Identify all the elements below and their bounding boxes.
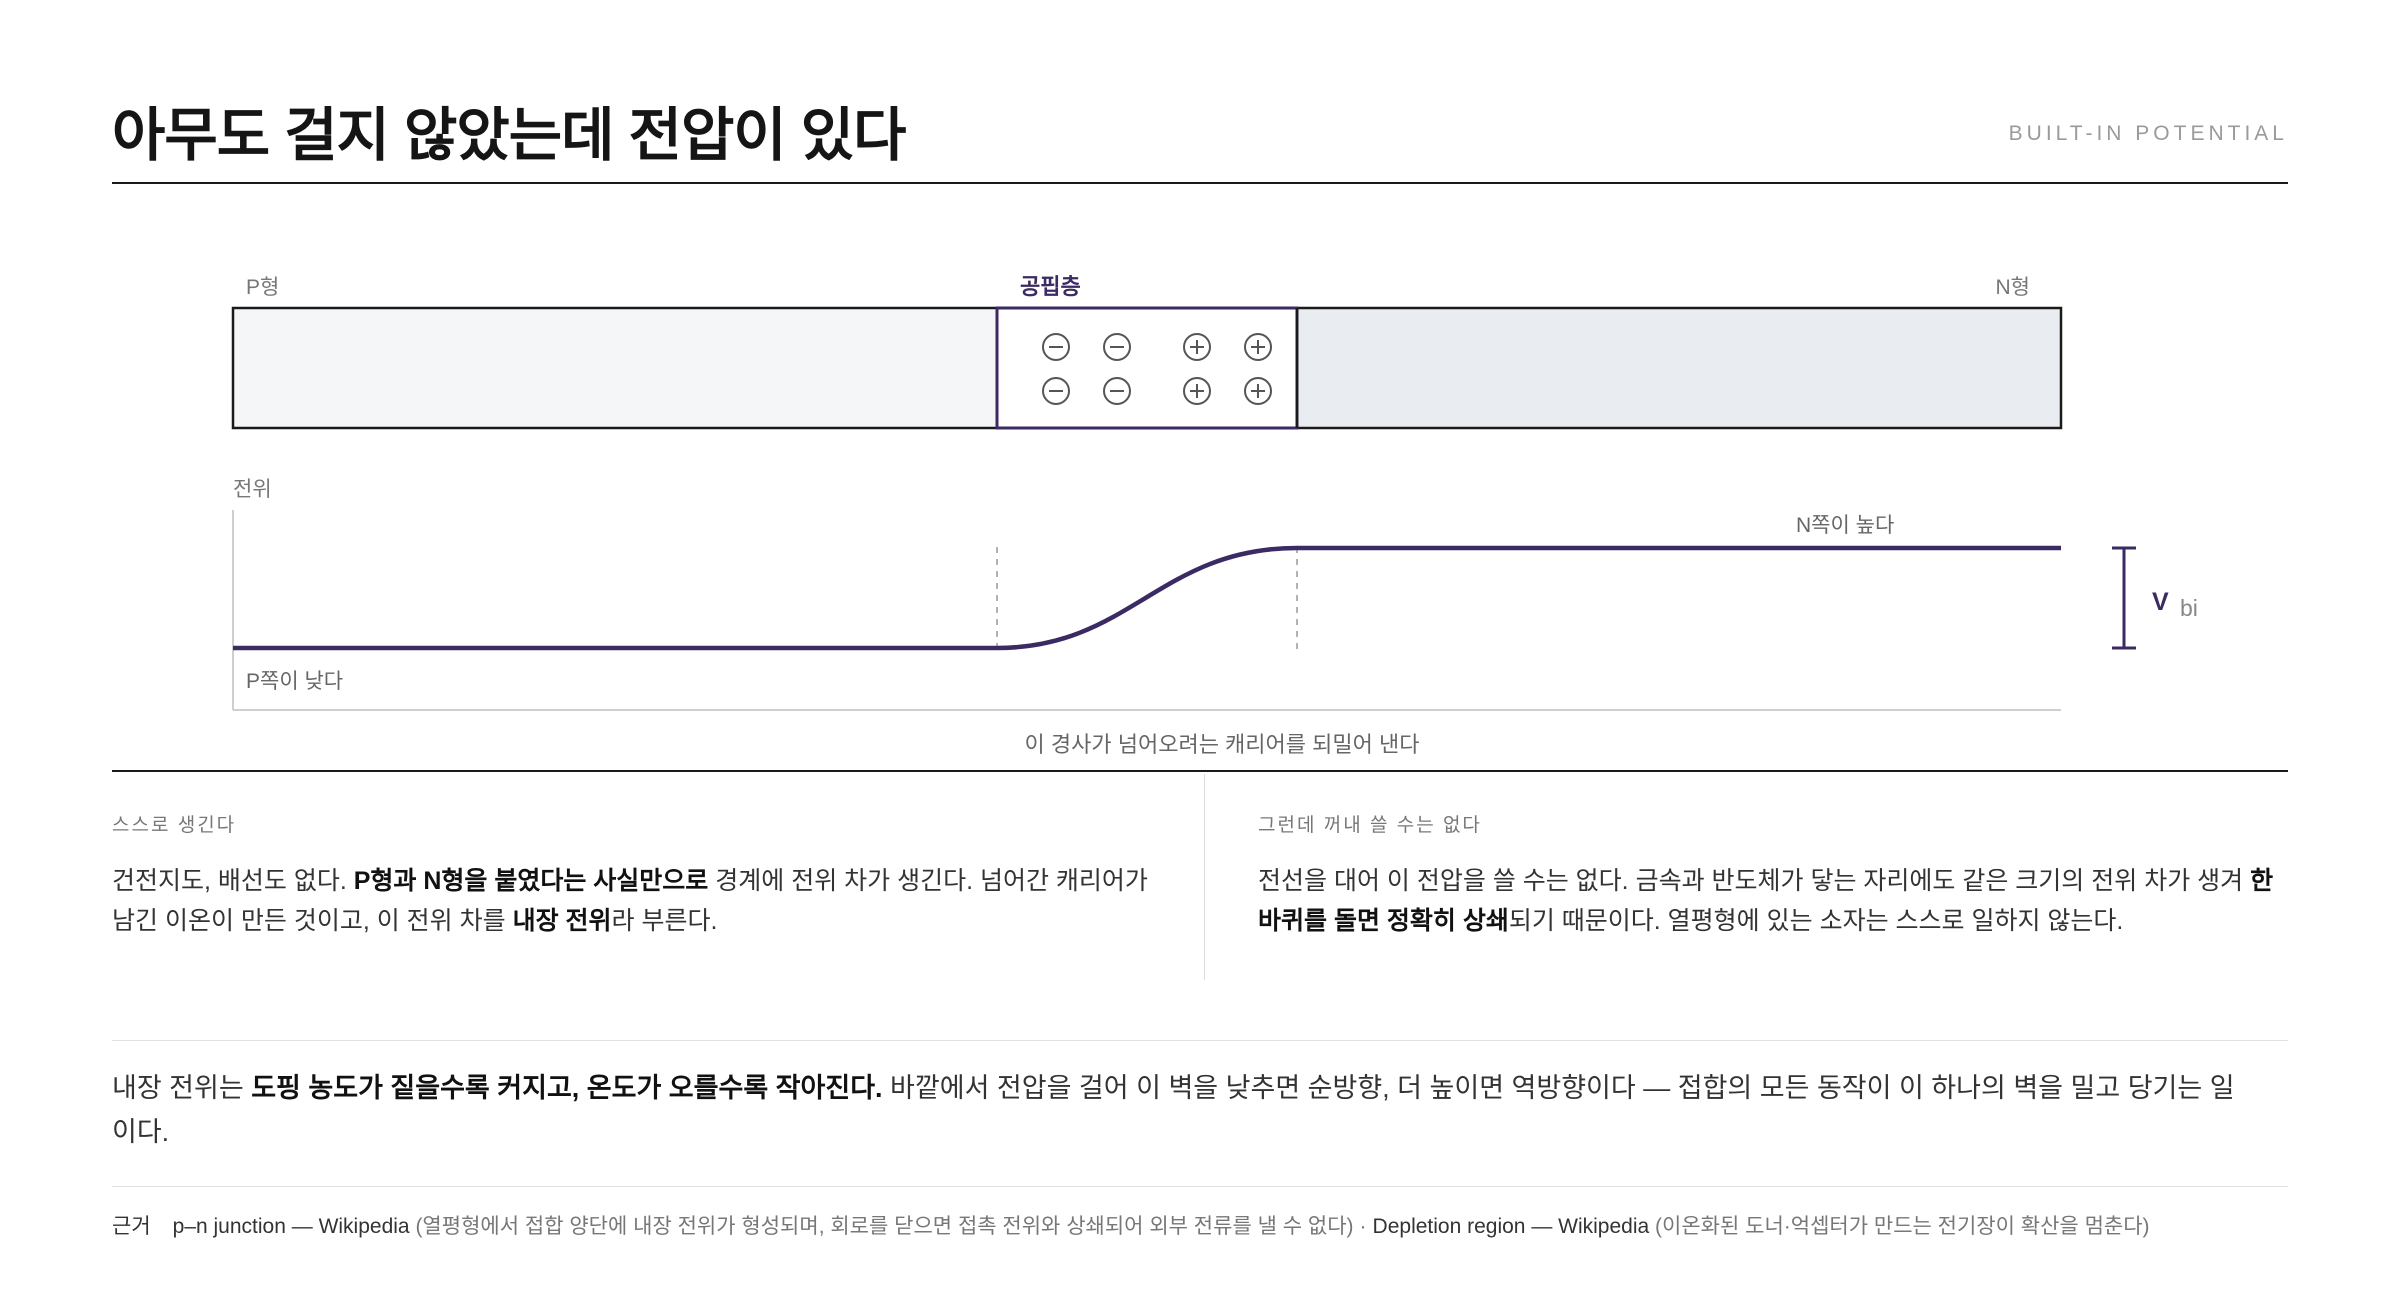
source-separator: · bbox=[1359, 1215, 1367, 1238]
positive-ion bbox=[1244, 333, 1272, 361]
summary-divider bbox=[112, 1040, 2288, 1041]
source-link-pn-junction[interactable]: p–n junction — Wikipedia bbox=[172, 1215, 410, 1238]
left-column: 스스로 생긴다 건전지도, 배선도 없다. P형과 N형을 붙였다는 사실만으로… bbox=[112, 810, 1172, 941]
vbi-bracket bbox=[2112, 546, 2136, 650]
page-title: 아무도 걸지 않았는데 전압이 있다 bbox=[112, 103, 906, 168]
left-text-2: 경계에 전위 차가 생긴다. 넘어간 캐리어가 남긴 이온이 만든 것이고, 이… bbox=[112, 867, 1148, 935]
potential-curve bbox=[233, 545, 2061, 651]
section-divider bbox=[112, 770, 2288, 772]
p-region-label: P형 bbox=[246, 276, 279, 299]
page-eyebrow: BUILT-IN POTENTIAL bbox=[2008, 122, 2288, 145]
column-separator bbox=[1204, 774, 1205, 980]
right-text-2: 되기 때문이다. 열평형에 있는 소자는 스스로 일하지 않는다. bbox=[1508, 907, 2124, 935]
sources-label: 근거 bbox=[112, 1215, 151, 1238]
positive-ion bbox=[1244, 377, 1272, 405]
low-side-label: P쪽이 낮다 bbox=[246, 670, 343, 693]
junction-diagram: P형 공핍층 N형 전위 N쪽이 높다 P쪽이 낮다 V bi 이 경사가 넘어… bbox=[231, 274, 2198, 757]
right-text-1: 전선을 대어 이 전압을 쓸 수는 없다. 금속과 반도체가 닿는 자리에도 같… bbox=[1258, 867, 2251, 895]
source-note-2: (이온화된 도너·억셉터가 만드는 전기장이 확산을 멈춘다) bbox=[1649, 1215, 2150, 1238]
page-header: 아무도 걸지 않았는데 전압이 있다 BUILT-IN POTENTIAL bbox=[112, 82, 2288, 184]
depletion-label: 공핍층 bbox=[1020, 274, 1081, 299]
summary-emphasis: 도핑 농도가 짙을수록 커지고, 온도가 오를수록 작아진다. bbox=[251, 1073, 883, 1103]
high-side-label: N쪽이 높다 bbox=[1796, 514, 1894, 537]
positive-ion bbox=[1183, 377, 1211, 405]
negative-ion bbox=[1103, 377, 1131, 405]
right-column: 그런데 꺼내 쓸 수는 없다 전선을 대어 이 전압을 쓸 수는 없다. 금속과… bbox=[1258, 810, 2288, 941]
potential-axis-label: 전위 bbox=[233, 478, 272, 501]
left-text-3: 라 부른다. bbox=[611, 907, 718, 935]
positive-ion bbox=[1183, 333, 1211, 361]
sources: 근거 p–n junction — Wikipedia (열평형에서 접합 양단에… bbox=[112, 1210, 2288, 1240]
negative-ion bbox=[1103, 333, 1131, 361]
left-text-1: 건전지도, 배선도 없다. bbox=[112, 867, 354, 895]
left-column-body: 건전지도, 배선도 없다. P형과 N형을 붙였다는 사실만으로 경계에 전위 … bbox=[112, 861, 1172, 941]
n-region bbox=[1297, 308, 2061, 428]
slope-caption: 이 경사가 넘어오려는 캐리어를 되밀어 낸다 bbox=[1025, 732, 1420, 757]
right-emphasis-1: 한 바퀴를 돌면 정확히 상쇄 bbox=[1258, 867, 2274, 935]
negative-ion bbox=[1042, 333, 1070, 361]
left-emphasis-2: 내장 전위 bbox=[512, 907, 612, 935]
vbi-subscript: bi bbox=[2180, 595, 2198, 621]
n-region-label: N형 bbox=[1996, 276, 2031, 299]
right-column-label: 그런데 꺼내 쓸 수는 없다 bbox=[1258, 815, 1482, 836]
summary-paragraph: 내장 전위는 도핑 농도가 짙을수록 커지고, 온도가 오를수록 작아진다. 바… bbox=[112, 1066, 2242, 1154]
right-column-body: 전선을 대어 이 전압을 쓸 수는 없다. 금속과 반도체가 닿는 자리에도 같… bbox=[1258, 861, 2288, 941]
p-region bbox=[233, 308, 997, 428]
depletion-region bbox=[995, 306, 1299, 430]
vbi-symbol: V bbox=[2152, 588, 2169, 616]
negative-ion bbox=[1042, 377, 1070, 405]
left-column-label: 스스로 생긴다 bbox=[112, 815, 237, 836]
source-note-1: (열평형에서 접합 양단에 내장 전위가 형성되며, 회로를 닫으면 접촉 전위… bbox=[409, 1215, 1354, 1238]
summary-text-2: 바깥에서 전압을 걸어 이 벽을 낮추면 순방향, 더 높이면 역방향이다 — … bbox=[112, 1073, 2235, 1147]
left-emphasis-1: P형과 N형을 붙였다는 사실만으로 bbox=[353, 867, 709, 895]
summary-text-1: 내장 전위는 bbox=[112, 1073, 252, 1103]
sources-divider bbox=[112, 1186, 2288, 1187]
source-link-depletion-region[interactable]: Depletion region — Wikipedia bbox=[1372, 1215, 1650, 1238]
